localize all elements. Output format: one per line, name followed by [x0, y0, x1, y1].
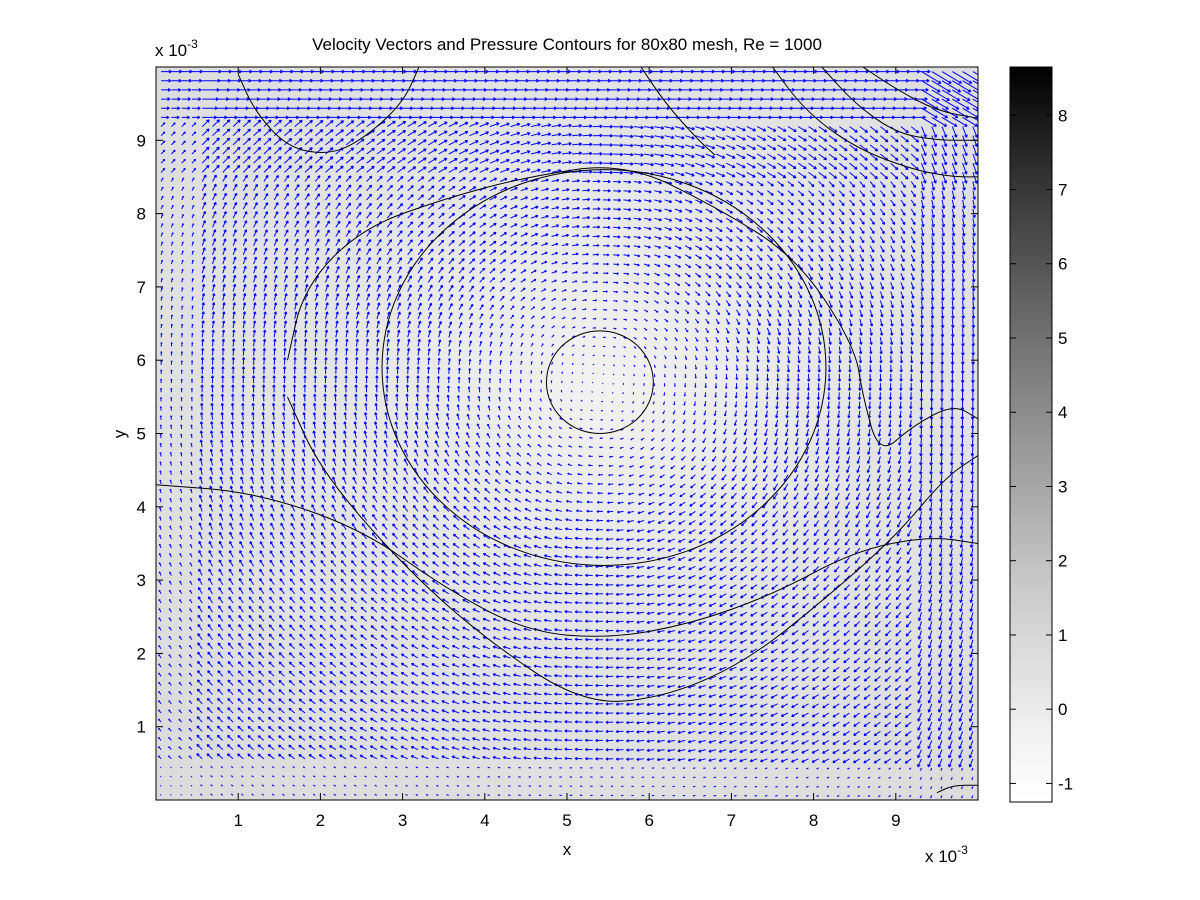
- y-tick-label: 8: [137, 205, 146, 224]
- pressure-contour-line: [862, 67, 978, 119]
- y-tick-label: 5: [137, 425, 146, 444]
- colorbar-tick-label: 3: [1058, 477, 1067, 496]
- y-tick-label: 6: [137, 351, 146, 370]
- y-tick-label: 1: [137, 718, 146, 737]
- x-tick-label: 4: [480, 811, 489, 830]
- pressure-contour-line: [545, 330, 654, 435]
- colorbar-tick-label: 7: [1058, 181, 1067, 200]
- pressure-contour-line: [381, 169, 827, 566]
- x-axis-label: x: [563, 840, 572, 859]
- colorbar-gradient: [1009, 66, 1053, 803]
- x-tick-label: 9: [891, 811, 900, 830]
- y-multiplier-text: x 10: [155, 41, 187, 60]
- x-tick-label: 7: [727, 811, 736, 830]
- y-tick-label: 4: [137, 498, 146, 517]
- chart-title: Velocity Vectors and Pressure Contours f…: [312, 35, 822, 54]
- x-tick-label: 2: [316, 811, 325, 830]
- x-tick-label: 6: [644, 811, 653, 830]
- x-axis-ticks: 1 2 3 4 5 6 7 8 9: [233, 67, 901, 830]
- pressure-contour-line: [156, 484, 978, 637]
- x-tick-label: 3: [398, 811, 407, 830]
- colorbar-tick-label: 0: [1058, 700, 1067, 719]
- pressure-contour-line: [936, 784, 978, 794]
- x-multiplier-exponent: -3: [957, 843, 968, 857]
- x-tick-label: 5: [562, 811, 571, 830]
- y-axis-label: y: [110, 429, 129, 438]
- pressure-contour-line: [640, 67, 716, 156]
- y-scale-multiplier: x 10-3: [155, 37, 198, 60]
- x-tick-label: 8: [809, 811, 818, 830]
- colorbar-tick-label: -1: [1058, 774, 1073, 793]
- colorbar-tick-label: 4: [1058, 403, 1067, 422]
- colorbar-tick-label: 1: [1058, 626, 1067, 645]
- colorbar-tick-label: 2: [1058, 552, 1067, 571]
- pressure-contour-line: [772, 67, 978, 178]
- plot-area: 1 2 3 4 5 6 7 8 9 1 2 3 4 5 6 7 8 9: [137, 66, 979, 830]
- pressure-contour-line: [237, 67, 420, 154]
- colorbar-tick-label: 8: [1058, 106, 1067, 125]
- x-multiplier-text: x 10: [925, 847, 957, 866]
- pressure-contour-line: [821, 67, 978, 141]
- velocity-vectors: [157, 69, 978, 799]
- velocity-vector-field: [157, 69, 978, 799]
- pressure-contour-line: [287, 396, 978, 702]
- pressure-contours: [156, 67, 978, 794]
- x-scale-multiplier: x 10-3: [925, 843, 968, 866]
- colorbar-tick-label: 5: [1058, 329, 1067, 348]
- y-tick-label: 2: [137, 644, 146, 663]
- pressure-contour-line: [287, 167, 978, 447]
- colorbar-ticks: -1 0 1 2 3 4 5 6 7 8: [1010, 106, 1073, 793]
- y-tick-label: 7: [137, 278, 146, 297]
- colorbar: -1 0 1 2 3 4 5 6 7 8: [1009, 66, 1073, 803]
- y-tick-label: 9: [137, 131, 146, 150]
- y-axis-ticks: 1 2 3 4 5 6 7 8 9: [137, 131, 978, 737]
- colorbar-tick-label: 6: [1058, 255, 1067, 274]
- y-multiplier-exponent: -3: [187, 37, 198, 51]
- x-tick-label: 1: [233, 811, 242, 830]
- y-tick-label: 3: [137, 571, 146, 590]
